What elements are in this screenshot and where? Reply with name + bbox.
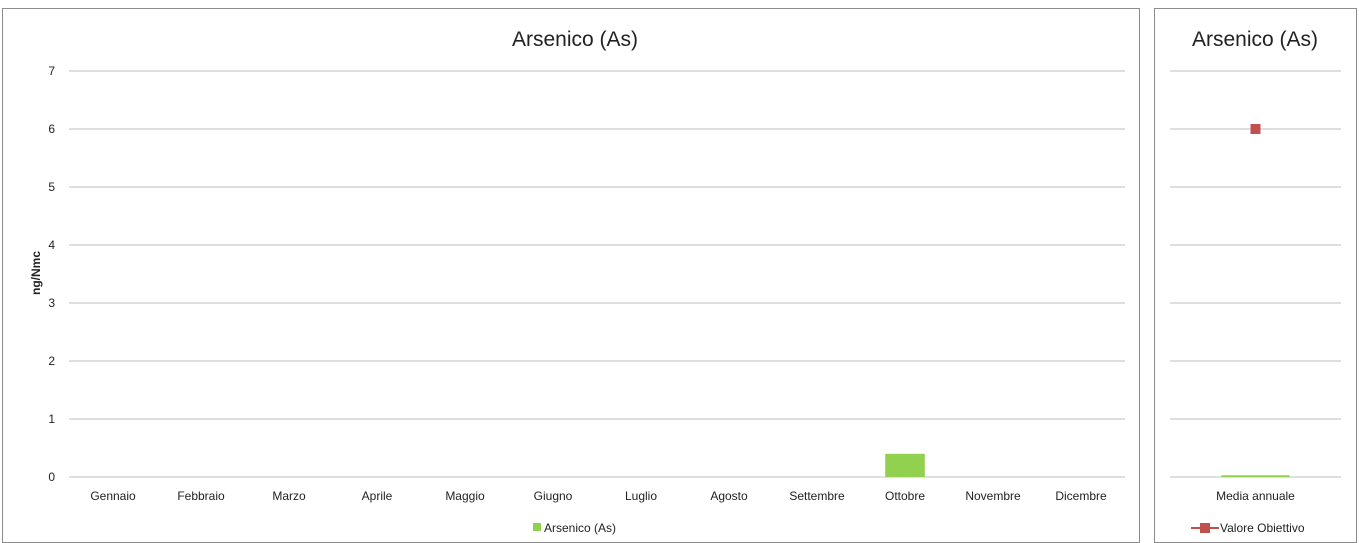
- x-tick-labels: Media annuale: [1216, 489, 1295, 503]
- y-tick-label: 5: [48, 180, 55, 194]
- marker-point: [1250, 124, 1261, 134]
- x-tick-label: Aprile: [362, 489, 393, 503]
- x-tick-label: Media annuale: [1216, 489, 1295, 503]
- x-tick-label: Febbraio: [177, 489, 225, 503]
- x-tick-label: Marzo: [272, 489, 306, 503]
- x-tick-label: Maggio: [445, 489, 485, 503]
- x-tick-label: Dicembre: [1055, 489, 1107, 503]
- legend: Arsenico (As): [533, 521, 616, 535]
- legend-label: Arsenico (As): [544, 521, 616, 535]
- x-tick-label: Novembre: [965, 489, 1021, 503]
- y-tick-label: 2: [48, 354, 55, 368]
- legend-marker: [1200, 523, 1210, 533]
- x-tick-labels: Gennaio Febbraio Marzo Aprile Maggio Giugno Lu…: [90, 489, 1107, 503]
- grid-lines: [69, 70, 1125, 478]
- y-tick-label: 0: [48, 470, 55, 484]
- annual-chart-panel: Arsenico (As) Media annuale Valore Obiet…: [1154, 8, 1357, 543]
- y-tick-labels: 0 1 2 3 4 5 6 7: [48, 64, 55, 484]
- chart-title: Arsenico (As): [1192, 28, 1318, 51]
- x-tick-label: Agosto: [710, 489, 748, 503]
- monthly-chart: Arsenico (As) ng/Nmc 0 1 2 3 4 5 6 7 Gennaio Feb…: [29, 28, 1125, 535]
- chart-title: Arsenico (As): [512, 28, 638, 51]
- x-tick-label: Gennaio: [90, 489, 136, 503]
- y-tick-label: 7: [48, 64, 55, 78]
- x-tick-label: Ottobre: [885, 489, 925, 503]
- legend-label: Valore Obiettivo: [1220, 521, 1305, 535]
- x-tick-label: Luglio: [625, 489, 657, 503]
- markers: [1250, 124, 1261, 134]
- monthly-chart-panel: Arsenico (As) ng/Nmc 0 1 2 3 4 5 6 7 Gennaio Feb…: [2, 8, 1140, 543]
- y-tick-label: 1: [48, 412, 55, 426]
- annual-chart: Arsenico (As) Media annuale Valore Obiet…: [1170, 28, 1341, 535]
- x-tick-label: Settembre: [789, 489, 845, 503]
- y-axis-label: ng/Nmc: [29, 251, 43, 295]
- x-tick-label: Giugno: [534, 489, 573, 503]
- y-tick-label: 4: [48, 238, 55, 252]
- legend-swatch: [533, 523, 541, 531]
- y-tick-label: 6: [48, 122, 55, 136]
- bars: [1221, 475, 1290, 477]
- bar: [1221, 475, 1290, 477]
- bar: [885, 453, 925, 477]
- legend: Valore Obiettivo: [1191, 521, 1305, 535]
- y-tick-label: 3: [48, 296, 55, 310]
- bars: [885, 453, 925, 477]
